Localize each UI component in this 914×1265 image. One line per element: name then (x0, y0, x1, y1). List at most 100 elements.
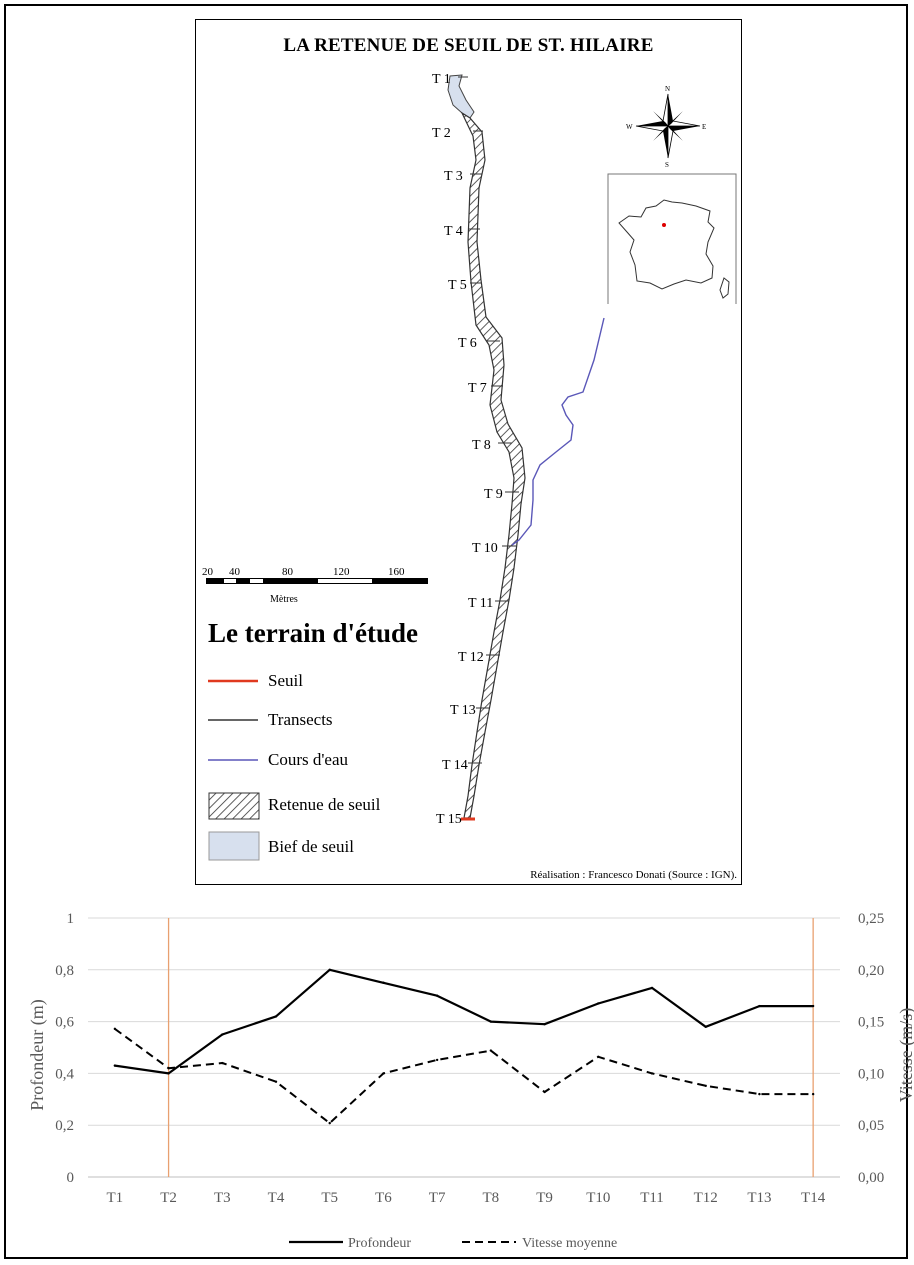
transect-label-t14: T 14 (442, 758, 468, 773)
x-tick-label: T4 (268, 1190, 285, 1206)
data-point (704, 1025, 707, 1028)
data-point (113, 1027, 117, 1031)
seuil-line-icon (208, 679, 258, 683)
legend-item-cours-deau: Cours d'eau (208, 747, 448, 773)
y-tick-label: 0,4 (55, 1066, 74, 1082)
chart: 00,20,40,60,81 0,000,050,100,150,200,25 … (27, 911, 914, 1251)
y2-tick-label: 0,00 (858, 1170, 884, 1186)
data-point (597, 1055, 600, 1059)
compass-rose-icon: N S E W (626, 85, 706, 169)
scale-bar: 20 40 80 120 160 (202, 566, 428, 584)
transect-label-t13: T 13 (450, 703, 476, 718)
data-point (758, 1004, 761, 1008)
scale-tick-40: 40 (229, 566, 241, 578)
transect-label-t10: T 10 (472, 541, 498, 556)
y-tick-label: 0,8 (55, 963, 74, 979)
x-tick-label: T8 (483, 1190, 500, 1206)
transect-label-t2: T 2 (432, 126, 451, 141)
legend-label-cours-deau: Cours d'eau (268, 750, 349, 769)
compass-s: S (665, 161, 669, 169)
x-tick-label: T3 (214, 1190, 231, 1206)
transect-line-icon (208, 719, 258, 721)
data-point (382, 981, 385, 984)
france-outline-icon (618, 199, 715, 290)
stream-line-icon (208, 759, 258, 761)
transect-label-t5: T 5 (448, 278, 467, 293)
transect-label-t11: T 11 (468, 596, 493, 611)
y-axis-label: Profondeur (m) (27, 999, 48, 1110)
data-point (167, 1067, 170, 1070)
map-credit: Réalisation : Francesco Donati (Source :… (530, 869, 737, 881)
legend-label-vitesse: Vitesse moyenne (522, 1236, 617, 1251)
legend-label-bief: Bief de seuil (268, 837, 354, 856)
data-point (221, 1033, 224, 1036)
legend-item-transects: Transects (208, 707, 448, 733)
data-point (811, 1092, 815, 1096)
scale-tick-80: 80 (282, 566, 294, 578)
transect-label-t15: T 15 (436, 812, 462, 827)
x-tick-label: T6 (375, 1190, 392, 1206)
hatch-swatch-icon (208, 792, 260, 820)
chart-vertical-markers (167, 918, 814, 1177)
series-line-profondeur (114, 968, 814, 1075)
scale-units: Mètres (270, 594, 298, 605)
map-canvas: T 1 T 2 T 3 T 4 T 5 T 6 T 7 T 8 T 9 T 10… (202, 72, 737, 827)
data-point (167, 1072, 170, 1075)
figure-frame (4, 4, 908, 1259)
map-title: LA RETENUE DE SEUIL DE ST. HILAIRE (283, 35, 654, 56)
transect-label-t12: T 12 (458, 650, 484, 665)
y2-tick-label: 0,15 (858, 1015, 884, 1031)
chart-series (113, 968, 815, 1125)
site-location-marker (662, 223, 666, 227)
data-point (543, 1090, 546, 1094)
data-point (435, 1058, 439, 1062)
data-point (221, 1061, 224, 1065)
data-point (811, 1004, 815, 1008)
chart-legend: Profondeur Vitesse moyenne (289, 1236, 617, 1251)
transect-label-t3: T 3 (444, 169, 463, 184)
y-tick-label: 1 (67, 911, 75, 927)
legend-label-retenue: Retenue de seuil (268, 795, 381, 814)
y2-tick-label: 0,10 (858, 1066, 884, 1082)
data-point (328, 1121, 331, 1125)
y2-tick-label: 0,05 (858, 1118, 884, 1134)
x-tick-label: T5 (321, 1190, 338, 1206)
transect-label-t7: T 7 (468, 381, 487, 396)
y-tick-label: 0,6 (55, 1015, 74, 1031)
transect-ticks (458, 76, 519, 764)
data-point (382, 1072, 385, 1075)
x-tick-label: T9 (536, 1190, 553, 1206)
y2-tick-label: 0,20 (858, 963, 884, 979)
legend-item-seuil: Seuil (208, 668, 448, 694)
x-tick-label: T7 (429, 1190, 446, 1206)
transect-label-t8: T 8 (472, 438, 491, 453)
legend-title: Le terrain d'étude (208, 618, 418, 648)
compass-w: W (626, 123, 633, 131)
compass-e: E (702, 123, 706, 131)
series-line-vitesse (114, 1028, 814, 1125)
scale-tick-160: 160 (388, 566, 405, 578)
stream-line (511, 317, 605, 546)
y-tick-label: 0 (67, 1170, 75, 1186)
transect-label-t4: T 4 (444, 224, 463, 239)
data-point (328, 968, 331, 971)
x-tick-label: T1 (107, 1190, 124, 1206)
scale-tick-20: 20 (202, 566, 214, 578)
y-tick-label: 0,2 (55, 1118, 74, 1134)
data-point (274, 1015, 278, 1018)
compass-n: N (665, 85, 670, 93)
bief-swatch-icon (208, 831, 260, 861)
data-point (274, 1080, 278, 1083)
data-point (758, 1092, 761, 1096)
data-point (704, 1084, 707, 1088)
x-tick-label: T10 (586, 1190, 610, 1206)
data-point (597, 1002, 600, 1005)
data-point (543, 1022, 546, 1026)
locator-inset (607, 173, 737, 304)
legend-label-profondeur: Profondeur (348, 1236, 411, 1251)
data-point (650, 986, 654, 990)
transect-label-t6: T 6 (458, 336, 477, 351)
data-point (489, 1049, 493, 1052)
legend-label-transects: Transects (268, 710, 333, 729)
data-point (113, 1064, 117, 1067)
